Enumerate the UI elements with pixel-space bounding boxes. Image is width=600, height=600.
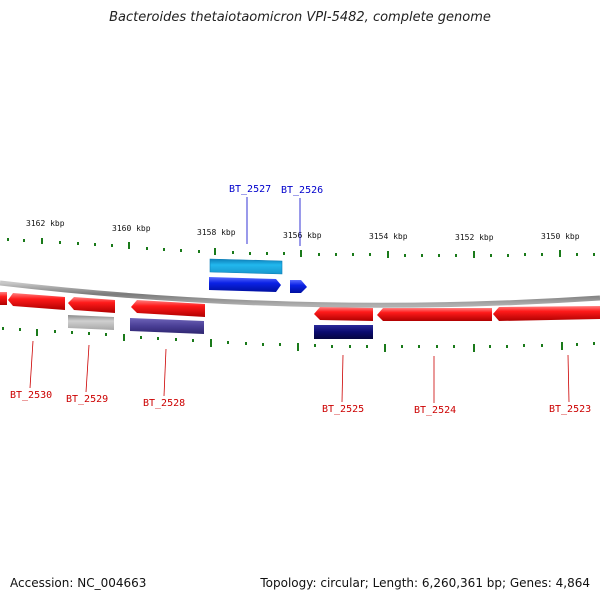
gene-bt2529-pseudo[interactable]: [68, 315, 114, 330]
gene-label-bt2525[interactable]: BT_2525: [322, 404, 364, 415]
gene-bt2530[interactable]: [8, 293, 65, 310]
gene-labels: BT_2527 BT_2526 BT_2530 BT_2529 BT_2528 …: [10, 184, 591, 416]
gene-bt2524[interactable]: [377, 308, 492, 321]
inner-tick-ring: [2, 327, 595, 352]
ruler-label: 3156 kbp: [283, 231, 322, 240]
gene-bt2531[interactable]: [0, 292, 7, 305]
gene-bt2525-cds[interactable]: [314, 325, 373, 339]
gene-label-bt2524[interactable]: BT_2524: [414, 405, 456, 416]
gene-bt2528-cds[interactable]: [130, 318, 204, 334]
ruler-label: 3162 kbp: [26, 219, 65, 228]
genome-backbone: [0, 280, 600, 308]
gene-bt2528[interactable]: [131, 300, 205, 317]
gene-label-bt2526[interactable]: BT_2526: [281, 185, 323, 196]
gene-bt2526[interactable]: [290, 280, 307, 293]
gene-bt2523[interactable]: [493, 306, 600, 321]
gene-label-bt2528[interactable]: BT_2528: [143, 398, 185, 409]
gene-bt2525[interactable]: [314, 307, 373, 321]
gene-label-bt2527[interactable]: BT_2527: [229, 184, 271, 195]
reverse-features: [0, 292, 600, 339]
gene-label-bt2530[interactable]: BT_2530: [10, 390, 52, 401]
gene-label-bt2529[interactable]: BT_2529: [66, 394, 108, 405]
ruler-label: 3152 kbp: [455, 233, 494, 242]
ruler-label: 3154 kbp: [369, 232, 408, 241]
ruler-label: 3150 kbp: [541, 232, 580, 241]
outer-tick-ring: [7, 238, 595, 258]
gene-bt2529[interactable]: [68, 297, 115, 313]
accession-text: Accession: NC_004663: [10, 576, 147, 590]
ruler-label: 3160 kbp: [112, 224, 151, 233]
ruler-labels: 3162 kbp 3160 kbp 3158 kbp 3156 kbp 3154…: [26, 219, 580, 242]
gene-label-bt2523[interactable]: BT_2523: [549, 404, 591, 415]
forward-features: [209, 258, 307, 293]
label-leader-lines: [29, 197, 570, 403]
ruler-label: 3158 kbp: [197, 228, 236, 237]
genome-title: Bacteroides thetaiotaomicron VPI-5482, c…: [109, 10, 491, 25]
gene-bt2527-cds[interactable]: [209, 277, 281, 292]
gene-bt2527[interactable]: [209, 258, 283, 275]
genome-summary-text: Topology: circular; Length: 6,260,361 bp…: [260, 576, 590, 590]
